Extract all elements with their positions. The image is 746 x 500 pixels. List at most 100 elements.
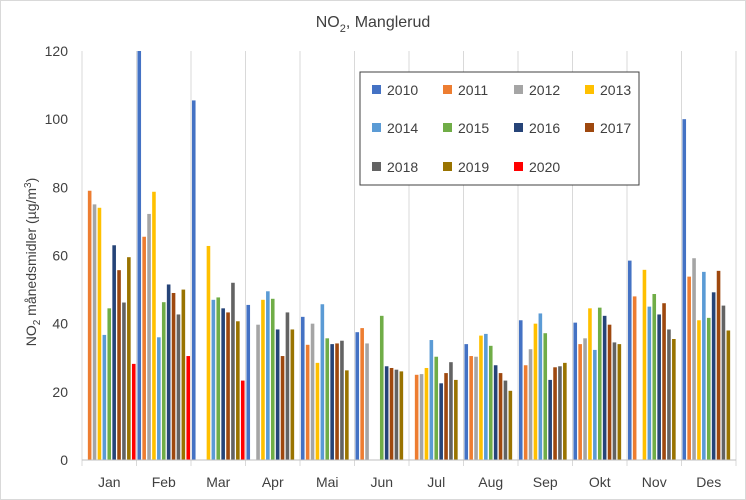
bar-2019-apr xyxy=(290,329,295,460)
legend-swatch-2011 xyxy=(443,85,452,94)
bar-2016-jan xyxy=(112,245,116,460)
y-axis-title: NO2 månedsmidler (µg/m3) xyxy=(23,178,43,347)
legend-label-2011: 2011 xyxy=(458,82,488,98)
bar-2018-des xyxy=(721,305,726,460)
bar-2012-mai xyxy=(310,323,315,460)
bar-2011-jul xyxy=(414,374,419,460)
bar-2019-okt xyxy=(617,344,622,460)
bar-2011-nov xyxy=(632,296,637,460)
bar-2015-feb xyxy=(161,302,166,460)
bar-2018-jun xyxy=(394,369,399,460)
bar-2015-mai xyxy=(325,338,330,460)
bar-2017-sep xyxy=(553,367,557,460)
bar-2018-jan xyxy=(122,302,126,460)
bar-2018-aug xyxy=(503,380,508,460)
bar-2014-aug xyxy=(484,333,488,460)
y-tick-label: 60 xyxy=(52,248,68,264)
bar-2013-mai xyxy=(315,362,320,460)
legend-label-2017: 2017 xyxy=(600,120,631,136)
bar-2011-jan xyxy=(87,190,92,461)
bar-2011-jun xyxy=(360,328,364,460)
bar-2015-jun xyxy=(379,315,384,460)
bar-2019-jul xyxy=(454,379,458,460)
bar-2010-nov xyxy=(627,260,632,460)
bar-2014-des xyxy=(702,271,706,460)
bar-2020-feb xyxy=(186,356,191,460)
bar-2011-mai xyxy=(305,344,310,460)
bar-2019-nov xyxy=(672,339,676,460)
y-tick-labels: 0 20 40 60 80 100 120 xyxy=(45,43,69,468)
bar-2014-okt xyxy=(593,349,597,460)
legend-swatch-2015 xyxy=(443,123,452,132)
bar-2017-feb xyxy=(171,292,176,460)
y-tick-label: 120 xyxy=(45,43,69,59)
bar-2016-des xyxy=(711,292,716,460)
bar-2013-okt xyxy=(588,308,592,460)
legend-swatch-2010 xyxy=(372,85,381,94)
bar-2019-feb xyxy=(181,289,186,460)
bar-2015-nov xyxy=(652,294,657,460)
bar-2019-aug xyxy=(508,390,513,460)
bar-2010-mai xyxy=(300,316,305,460)
bar-2018-okt xyxy=(612,342,617,460)
bar-2016-jul xyxy=(439,383,443,460)
bar-2011-aug xyxy=(469,356,473,460)
bar-2018-feb xyxy=(176,314,181,460)
bar-2019-jan xyxy=(127,257,131,460)
legend-swatch-2018 xyxy=(372,162,381,171)
bar-2018-mar xyxy=(231,282,235,460)
bar-2011-des xyxy=(687,276,691,460)
y-tick-label: 80 xyxy=(52,179,68,195)
bar-2015-mar xyxy=(216,297,221,460)
bar-2016-jun xyxy=(384,366,389,460)
bar-2012-feb xyxy=(147,213,151,460)
bar-2017-okt xyxy=(607,324,612,460)
bar-2011-okt xyxy=(578,344,582,460)
bar-2019-jun xyxy=(399,371,404,460)
bar-2013-des xyxy=(697,320,701,460)
bar-2018-apr xyxy=(285,312,290,460)
bar-2014-nov xyxy=(647,306,652,461)
bar-2013-sep xyxy=(533,323,538,460)
legend-swatch-2019 xyxy=(443,162,452,171)
legend-label-2010: 2010 xyxy=(387,82,418,98)
bar-2020-mar xyxy=(240,380,245,460)
bar-2016-mar xyxy=(221,308,225,460)
bar-2012-sep xyxy=(528,349,533,460)
bar-2013-jan xyxy=(97,207,102,460)
bar-2017-nov xyxy=(662,303,666,460)
bar-2013-nov xyxy=(642,269,647,460)
bar-2010-aug xyxy=(464,344,469,460)
bar-2013-mar xyxy=(206,245,211,460)
bar-2018-jul xyxy=(449,362,453,460)
bar-2010-jun xyxy=(355,332,360,460)
bar-2010-sep xyxy=(518,320,523,460)
x-tick-label: Des xyxy=(696,474,721,490)
bar-2016-aug xyxy=(493,365,498,460)
legend-label-2019: 2019 xyxy=(458,159,489,175)
bar-2014-apr xyxy=(266,291,270,460)
x-tick-label: Sep xyxy=(533,474,558,490)
bar-2017-jun xyxy=(389,367,394,460)
bar-2013-feb xyxy=(152,191,156,460)
bar-2015-okt xyxy=(597,307,602,460)
bar-2016-sep xyxy=(548,379,552,460)
bar-2011-feb xyxy=(142,236,146,460)
bar-2015-jan xyxy=(107,308,112,460)
x-tick-label: Jul xyxy=(427,474,445,490)
legend-label-2012: 2012 xyxy=(529,82,560,98)
bar-2010-mar xyxy=(191,100,196,461)
bar-2012-jan xyxy=(92,204,97,461)
legend-label-2016: 2016 xyxy=(529,120,560,136)
bar-2017-aug xyxy=(498,373,503,460)
bar-2016-mai xyxy=(330,344,334,460)
category-separators xyxy=(81,51,737,466)
legend-label-2020: 2020 xyxy=(529,159,560,175)
legend-swatch-2013 xyxy=(585,85,594,94)
legend: 2010 2011 2012 2013 2014 2015 2016 2017 2018 2019… xyxy=(359,71,640,186)
legend-label-2015: 2015 xyxy=(458,120,489,136)
x-tick-label: Aug xyxy=(478,474,503,490)
bar-2015-aug xyxy=(488,345,493,460)
x-tick-label: Mar xyxy=(206,474,230,490)
